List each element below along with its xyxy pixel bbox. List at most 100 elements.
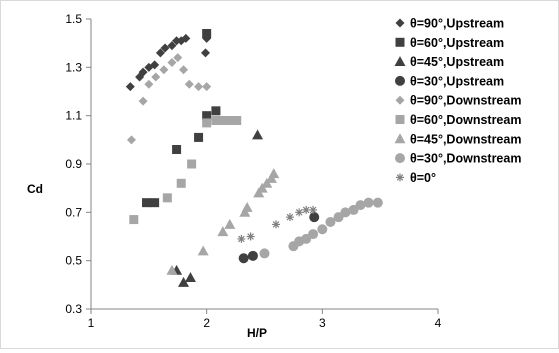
y-tick-label: 0.5 [65,254,82,268]
data-point [155,48,165,58]
y-tick-label: 0.3 [65,302,82,316]
data-point [179,65,189,75]
data-point [340,207,351,218]
data-point [252,129,264,140]
data-point [302,205,311,214]
data-point [151,72,161,82]
data-point [129,215,139,225]
data-point [194,82,204,92]
legend-entry: θ=60°,Downstream [395,113,521,127]
legend-label: θ=30°,Upstream [410,74,504,88]
data-point [268,168,280,179]
data-point [184,272,196,282]
legend-label: θ=90°,Upstream [410,17,504,31]
data-point [202,111,212,121]
series-9-points [237,205,318,243]
legend-marker [394,133,406,144]
legend-entry: θ=45°,Upstream [394,55,504,69]
data-points [125,29,383,287]
data-point [138,96,148,106]
legend-entry: θ=30°,Downstream [395,152,521,166]
axes: 0.3 0.5 0.7 0.9 1.1 1.3 1.5 1 2 3 4 [65,12,441,330]
data-point [259,248,270,259]
data-point [301,233,312,244]
data-point [241,202,253,212]
data-point [126,135,136,145]
data-point [167,41,177,51]
legend-label: θ=60°,Downstream [410,113,521,127]
x-tick-label: 3 [319,316,326,330]
legend-marker [396,173,404,182]
data-point [202,29,212,38]
data-point [166,264,178,275]
data-point [159,65,169,75]
data-point [238,253,249,264]
series-6-points [129,116,242,225]
legend-label: θ=90°,Downstream [410,94,521,108]
legend-entry: θ=30°,Upstream [395,74,504,88]
data-point [317,224,328,235]
y-tick-label: 0.7 [65,205,82,219]
data-point [247,250,258,261]
legend-marker [395,75,405,86]
data-point [150,198,160,208]
data-point [167,58,177,67]
data-point [308,229,319,240]
data-point [125,82,135,92]
data-point [202,82,212,92]
data-point [309,212,320,223]
x-tick-label: 4 [435,316,442,330]
data-point [272,220,281,229]
data-point [232,116,242,125]
data-point [225,116,235,125]
data-point [325,217,336,227]
data-point [160,43,170,53]
series-8-points [259,197,383,259]
legend-label: θ=45°,Upstream [410,55,504,69]
data-point [202,118,212,128]
data-point [211,106,221,116]
data-point [309,205,318,214]
legend-label: θ=45°,Downstream [410,132,521,146]
legend-entry: θ=60°,Upstream [395,36,504,50]
data-point [144,79,154,89]
legend-marker [395,37,405,47]
data-point [355,200,366,211]
y-tick-label: 1.1 [65,109,82,123]
data-point [224,218,236,229]
y-tick-label: 1.3 [65,60,82,74]
legend-marker [395,18,405,28]
data-point [176,178,186,188]
data-point [181,33,191,43]
data-point [187,159,197,169]
x-axis-title: H/P [247,326,267,340]
data-point [142,198,152,208]
data-point [333,212,344,223]
data-point [173,53,183,63]
x-tick-label: 2 [203,316,210,330]
data-point [363,197,374,208]
data-point [184,79,194,89]
series-7-points [166,168,280,275]
data-point [295,208,304,217]
data-point [372,197,383,208]
data-point [197,245,209,256]
cd-vs-hp-scatter-chart: 0.3 0.5 0.7 0.9 1.1 1.3 1.5 1 2 3 4 Cd H/P θ=90°,U… [27,12,521,340]
data-point [237,234,246,243]
legend-label: θ=60°,Upstream [410,36,504,50]
series-5-points [126,53,212,145]
y-axis-title: Cd [27,182,43,196]
legend: θ=90°,Upstream θ=60°,Upstream θ=45°,Upstre… [394,17,521,185]
data-point [348,204,359,215]
data-point [138,67,148,77]
y-tick-label: 0.9 [65,157,82,171]
data-point [194,132,204,142]
y-tick-label: 1.5 [65,12,82,26]
series-4-points [238,212,320,264]
data-point [172,36,182,46]
legend-entry: θ=90°,Downstream [395,94,521,108]
legend-marker [395,153,405,164]
data-point [201,48,211,58]
legend-entry: θ=90°,Upstream [395,17,504,31]
